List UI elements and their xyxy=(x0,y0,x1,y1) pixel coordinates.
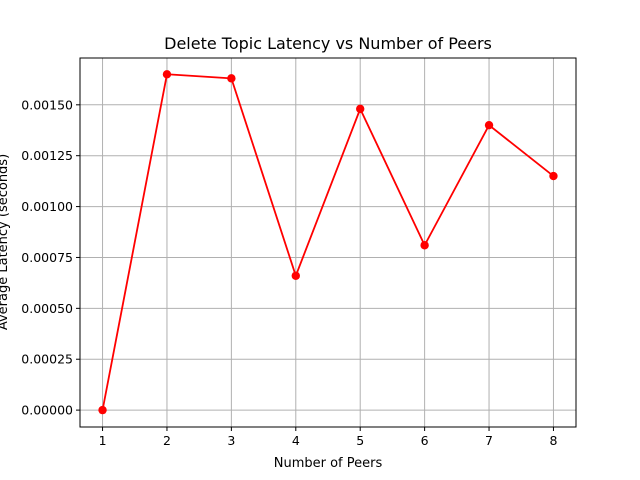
series-layer xyxy=(98,70,558,415)
y-tick-label: 0.00000 xyxy=(21,403,73,418)
x-axis-label: Number of Peers xyxy=(274,456,383,471)
grid xyxy=(80,58,576,427)
x-tick-label: 6 xyxy=(421,433,429,448)
data-point xyxy=(549,171,558,181)
x-tick-label: 7 xyxy=(485,433,493,448)
y-tick-label: 0.00025 xyxy=(21,352,73,367)
data-point xyxy=(227,74,236,83)
x-tick-label: 1 xyxy=(99,433,107,448)
y-tick-label: 0.00050 xyxy=(21,301,73,316)
data-point xyxy=(98,405,107,415)
data-point xyxy=(420,241,429,250)
data-point xyxy=(484,120,494,130)
y-tick-label: 0.00150 xyxy=(21,97,73,112)
series-line xyxy=(101,73,555,411)
x-tick-label: 2 xyxy=(163,433,171,448)
x-tick-label: 4 xyxy=(292,433,300,448)
x-tick-label: 3 xyxy=(227,433,235,448)
data-point xyxy=(162,70,172,79)
x-tick-label: 8 xyxy=(549,433,557,448)
y-axis-label: Average Latency (seconds) xyxy=(0,154,11,330)
data-point xyxy=(356,104,365,114)
y-tick-label: 0.00100 xyxy=(21,199,73,214)
chart-title: Delete Topic Latency vs Number of Peers xyxy=(164,34,492,53)
plot-frame xyxy=(79,57,577,428)
x-tick-label: 5 xyxy=(356,433,364,448)
y-tick-label: 0.00075 xyxy=(21,250,73,265)
ticks: 1 2 3 4 5 6 7 8 0.00000 0.00025 0.00050 0.00075 0.00… xyxy=(21,97,557,448)
y-tick-label: 0.00125 xyxy=(21,148,73,163)
data-point xyxy=(291,271,300,280)
